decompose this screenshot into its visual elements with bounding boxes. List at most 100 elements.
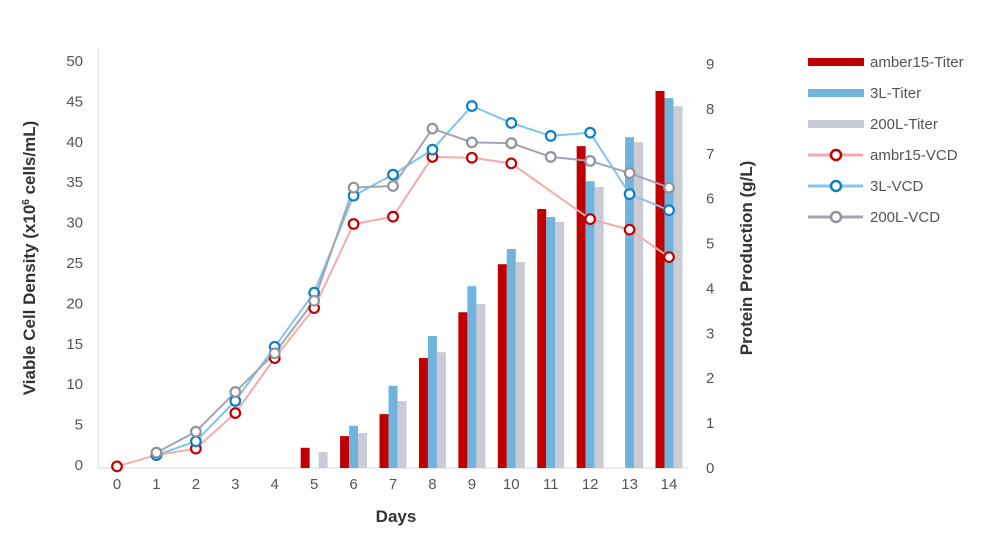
x-tick-label: 2 xyxy=(192,476,200,493)
x-tick-label: 3 xyxy=(231,476,239,493)
marker-200l-vcd xyxy=(426,122,439,135)
bar-200l-titer xyxy=(397,401,407,468)
x-tick-label: 14 xyxy=(661,476,678,493)
marker-ambr15-vcd xyxy=(623,223,636,236)
right-tick-label: 6 xyxy=(706,191,714,208)
bar-amber15-titer xyxy=(655,90,665,468)
legend-label: 3L-Titer xyxy=(870,85,921,102)
right-axis-title: Protein Production (g/L) xyxy=(737,161,756,356)
bar-amber15-titer xyxy=(418,358,428,468)
legend-label: 200L-VCD xyxy=(870,209,940,226)
x-tick-label: 10 xyxy=(503,476,520,493)
bar-3l-titer xyxy=(585,181,595,468)
line-3l-vcd xyxy=(156,104,670,457)
marker-ambr15-vcd xyxy=(505,157,518,170)
bars xyxy=(300,90,683,469)
left-tick-label: 15 xyxy=(66,336,83,353)
marker-3l-vcd xyxy=(387,168,399,181)
x-tick-label: 9 xyxy=(468,476,476,493)
x-tick-label: 1 xyxy=(152,476,160,493)
bar-200l-titer xyxy=(436,352,446,468)
bar-3l-titer xyxy=(349,425,359,468)
legend-label: amber15-Titer xyxy=(870,54,964,71)
line-ambr15-vcd xyxy=(116,155,670,468)
legend-marker-icon xyxy=(829,210,843,224)
right-tick-label: 9 xyxy=(706,56,714,73)
marker-200l-vcd xyxy=(308,294,321,307)
legend-swatch-3l-titer xyxy=(808,89,864,97)
x-tick-label: 0 xyxy=(113,476,121,493)
x-tick-label: 5 xyxy=(310,476,318,493)
left-axis-title: Viable Cell Density (x106 cells/mL) xyxy=(20,121,39,396)
right-tick-label: 0 xyxy=(706,460,714,477)
marker-3l-vcd xyxy=(505,117,518,129)
bar-200l-titer xyxy=(515,261,525,468)
right-tick-label: 8 xyxy=(706,101,714,118)
bar-3l-titer xyxy=(664,98,674,469)
marker-200l-vcd xyxy=(544,151,557,163)
bar-3l-titer xyxy=(427,336,437,468)
legend-swatch-200l-titer xyxy=(808,120,864,128)
marker-200l-vcd xyxy=(347,181,360,194)
marker-200l-vcd xyxy=(584,155,597,167)
line-200l-vcd xyxy=(155,127,670,454)
marker-200l-vcd xyxy=(663,181,675,194)
marker-200l-vcd xyxy=(623,167,636,179)
left-tick-label: 10 xyxy=(66,376,83,393)
legend: amber15-Titer 3L-Titer 200L-Titer ambr15-VC… xyxy=(808,54,964,226)
marker-200l-vcd xyxy=(465,136,478,149)
bar-amber15-titer xyxy=(537,208,547,469)
marker-ambr15-vcd xyxy=(387,210,399,223)
bar-200l-titer xyxy=(673,106,683,468)
left-tick-label: 30 xyxy=(66,215,83,232)
marker-3l-vcd xyxy=(426,143,439,156)
x-tick-label: 4 xyxy=(271,476,279,493)
bar-amber15-titer xyxy=(576,146,586,468)
right-tick-label: 7 xyxy=(706,146,714,163)
bar-200l-titer xyxy=(358,432,368,468)
marker-3l-vcd xyxy=(663,204,675,217)
legend-swatch-amber15-titer xyxy=(808,58,864,66)
marker-ambr15-vcd xyxy=(584,213,597,226)
right-tick-label: 2 xyxy=(706,370,714,387)
bar-3l-titer xyxy=(506,248,516,468)
bar-200l-titer xyxy=(634,142,644,468)
marker-3l-vcd xyxy=(465,100,478,112)
marker-ambr15-vcd xyxy=(663,251,675,264)
right-tick-label: 1 xyxy=(706,415,714,432)
marker-ambr15-vcd xyxy=(229,407,242,419)
legend-label: 3L-VCD xyxy=(870,178,924,195)
lines xyxy=(111,100,675,473)
left-tick-label: 20 xyxy=(66,295,83,312)
left-tick-label: 0 xyxy=(75,457,83,474)
legend-marker-icon xyxy=(829,148,843,162)
left-tick-label: 50 xyxy=(66,53,83,70)
x-tick-label: 6 xyxy=(349,476,357,493)
legend-label: 200L-Titer xyxy=(870,116,938,133)
legend-label: ambr15-VCD xyxy=(870,147,958,164)
marker-200l-vcd xyxy=(189,425,202,438)
bar-amber15-titer xyxy=(340,436,350,468)
bar-3l-titer xyxy=(388,385,398,468)
marker-200l-vcd xyxy=(268,347,281,360)
left-tick-label: 35 xyxy=(66,174,83,191)
bar-3l-titer xyxy=(546,217,556,468)
bar-amber15-titer xyxy=(458,312,468,468)
right-tick-label: 4 xyxy=(706,280,714,297)
marker-200l-vcd xyxy=(387,180,399,192)
marker-200l-vcd xyxy=(150,446,163,459)
x-tick-label: 7 xyxy=(389,476,397,493)
marker-ambr15-vcd xyxy=(347,218,360,230)
right-tick-label: 3 xyxy=(706,325,714,342)
x-tick-label: 12 xyxy=(582,476,599,493)
marker-3l-vcd xyxy=(584,126,597,139)
marker-200l-vcd xyxy=(505,137,518,150)
marker-ambr15-vcd xyxy=(111,460,123,473)
bar-amber15-titer xyxy=(300,447,310,468)
x-tick-label: 11 xyxy=(543,476,559,493)
bar-amber15-titer xyxy=(497,264,507,468)
left-tick-label: 40 xyxy=(66,134,83,151)
bar-200l-titer xyxy=(476,304,486,468)
